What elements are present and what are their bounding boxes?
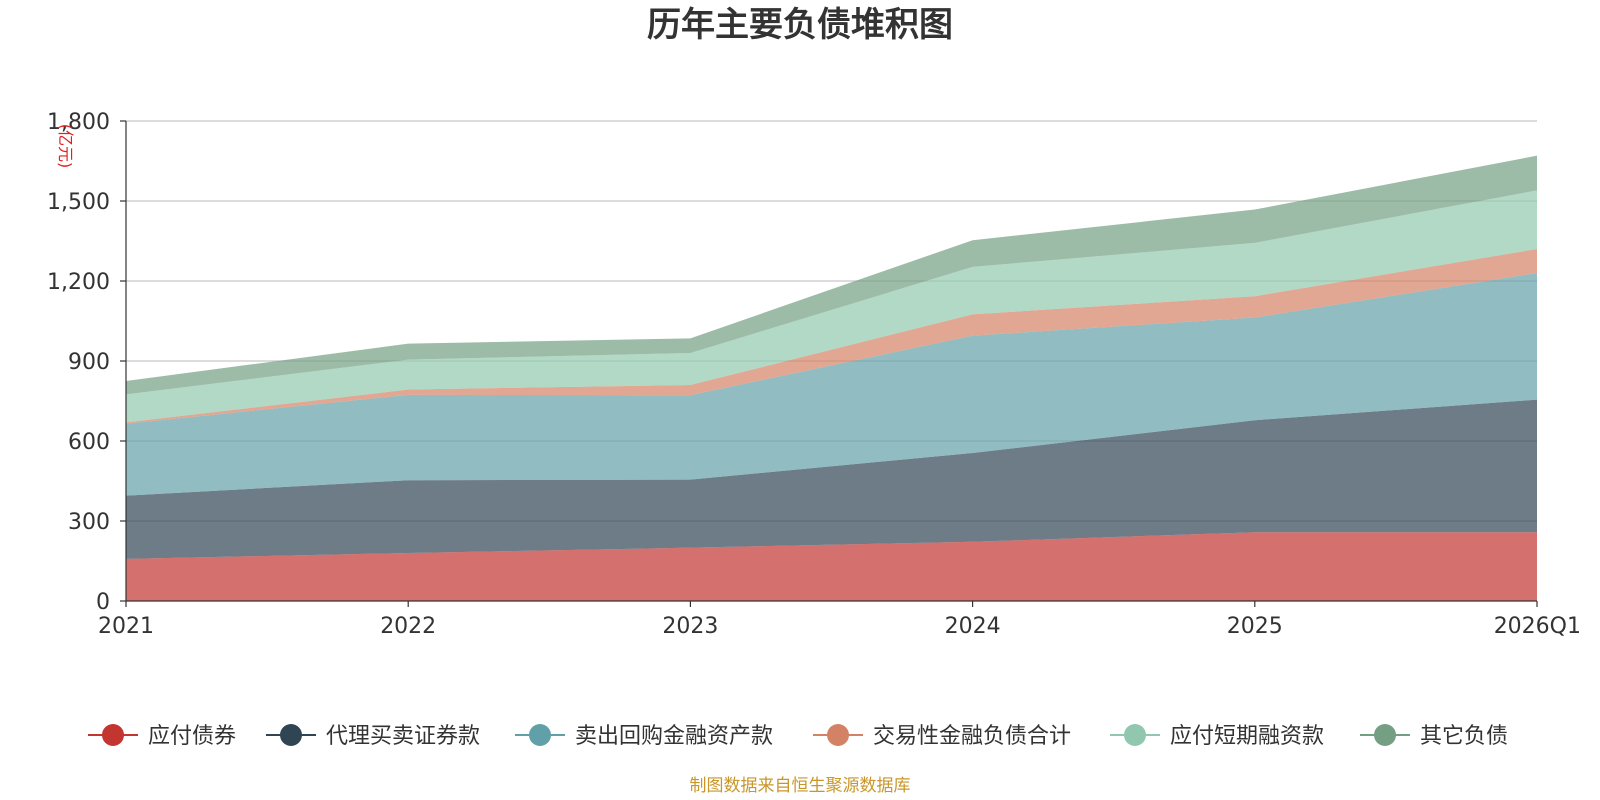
y-tick-label: 900: [68, 350, 110, 375]
x-tick-label: 2024: [945, 614, 1001, 639]
legend-label: 交易性金融负债合计: [873, 724, 1071, 749]
y-tick-label: 1,800: [47, 110, 110, 135]
area-2: [126, 399, 1537, 559]
legend-marker-icon: [1374, 724, 1396, 746]
y-tick-label: 300: [68, 510, 110, 535]
legend-marker-icon: [280, 724, 302, 746]
axes: 0 300 600 900 1,200 1,500 1,800 2021 2022 2023 202…: [47, 110, 1581, 639]
area-6: [126, 155, 1537, 395]
legend-item-3[interactable]: 卖出回购金融资产款: [515, 724, 773, 749]
y-axis-unit-label: (亿元): [56, 124, 75, 169]
legend-item-2[interactable]: 代理买卖证券款: [266, 724, 480, 749]
chart-title: 历年主要负债堆积图: [647, 5, 953, 45]
x-tick-label: 2023: [662, 614, 718, 639]
legend-item-4[interactable]: 交易性金融负债合计: [813, 724, 1071, 749]
legend-marker-icon: [102, 724, 124, 746]
x-tick-label: 2021: [98, 614, 154, 639]
x-tick-label: 2026Q1: [1494, 614, 1581, 639]
area-5: [126, 190, 1537, 423]
y-tick-label: 0: [96, 590, 110, 615]
legend-item-6[interactable]: 其它负债: [1360, 724, 1508, 749]
x-tick-label: 2025: [1227, 614, 1283, 639]
legend-item-1[interactable]: 应付债券: [88, 724, 236, 749]
source-note: 制图数据来自恒生聚源数据库: [690, 776, 911, 796]
legend-label: 代理买卖证券款: [326, 724, 480, 749]
y-tick-label: 600: [68, 430, 110, 455]
y-tick-label: 1,200: [47, 270, 110, 295]
legend-item-5[interactable]: 应付短期融资款: [1110, 724, 1324, 749]
legend-label: 卖出回购金融资产款: [575, 724, 773, 749]
area-series: [126, 155, 1537, 601]
area-3: [126, 273, 1537, 496]
x-tick-label: 2022: [380, 614, 436, 639]
legend-marker-icon: [827, 724, 849, 746]
legend-label: 应付债券: [148, 724, 236, 749]
area-1: [126, 532, 1537, 601]
legend: 应付债券 代理买卖证券款 卖出回购金融资产款 交易性金融负债合计 应付短期融资款 其它负债: [88, 724, 1508, 749]
legend-label: 其它负债: [1420, 724, 1508, 749]
legend-label: 应付短期融资款: [1170, 724, 1324, 749]
legend-marker-icon: [1124, 724, 1146, 746]
legend-marker-icon: [529, 724, 551, 746]
area-4: [126, 249, 1537, 424]
y-tick-label: 1,500: [47, 190, 110, 215]
